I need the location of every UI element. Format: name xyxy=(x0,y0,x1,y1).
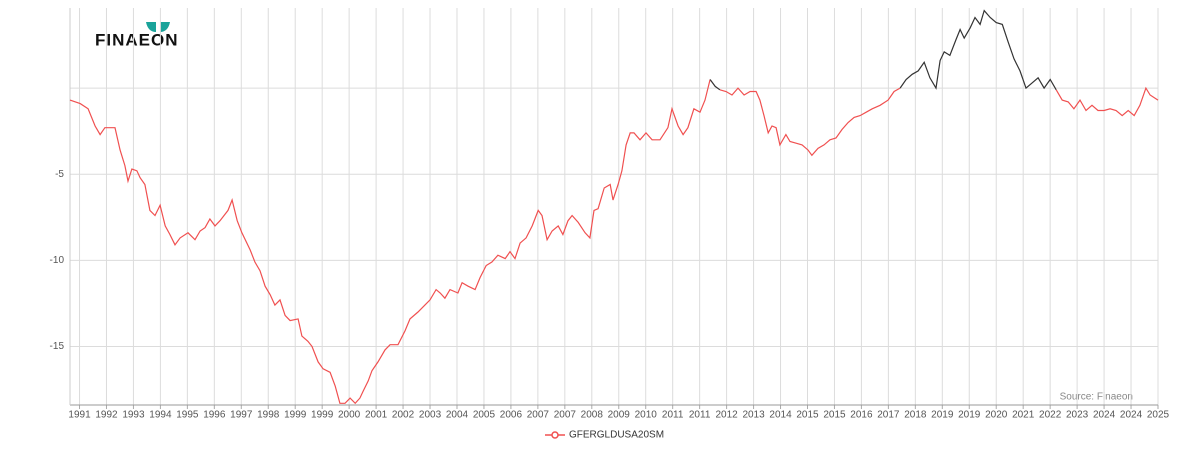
x-tick-label: 2009 xyxy=(608,410,631,421)
x-tick-label: 1992 xyxy=(95,410,118,421)
y-tick-label: -15 xyxy=(50,341,65,352)
y-tick-label: -5 xyxy=(55,169,64,180)
x-tick-label: 2018 xyxy=(904,410,927,421)
x-tick-label: 2022 xyxy=(1039,410,1062,421)
line-series xyxy=(709,79,721,91)
x-tick-label: 1995 xyxy=(176,410,199,421)
x-tick-label: 2011 xyxy=(662,410,684,421)
source: Source: Finaeon xyxy=(1060,392,1133,403)
legend-marker xyxy=(551,431,559,439)
logo-leaf xyxy=(146,22,156,32)
x-tick-label: 2010 xyxy=(635,410,658,421)
x-tick-label: 2024 xyxy=(1093,410,1116,421)
logo-leaf xyxy=(160,22,170,32)
x-tick-label: 1991 xyxy=(68,410,91,421)
x-tick-label: 1996 xyxy=(203,410,226,421)
x-tick-label: 2013 xyxy=(742,410,765,421)
x-tick-label: 2023 xyxy=(1066,410,1089,421)
x-tick-label: 2011 xyxy=(689,410,711,421)
x-tick-label: 2005 xyxy=(473,410,496,421)
x-tick-label: 2021 xyxy=(1012,410,1035,421)
x-tick-label: 2014 xyxy=(769,410,792,421)
x-tick-label: 2020 xyxy=(985,410,1008,421)
x-tick-label: 2000 xyxy=(338,410,361,421)
x-tick-label: 1994 xyxy=(149,410,172,421)
x-tick-label: 1999 xyxy=(284,410,307,421)
x-tick-label: 2025 xyxy=(1147,410,1170,421)
line-series xyxy=(899,9,1057,91)
x-tick-label: 1998 xyxy=(257,410,280,421)
x-tick-label: 2007 xyxy=(527,410,550,421)
x-tick-label: 2017 xyxy=(877,410,900,421)
x-tick-label: 1993 xyxy=(122,410,145,421)
x-tick-label: 2003 xyxy=(419,410,442,421)
line-series xyxy=(69,79,711,405)
logo-text: FINAEON xyxy=(95,30,179,49)
line-series xyxy=(1055,86,1159,117)
line-series xyxy=(719,87,901,157)
x-tick-label: 2006 xyxy=(500,410,523,421)
x-tick-label: 2004 xyxy=(446,410,469,421)
x-tick-label: 2012 xyxy=(715,410,738,421)
plot: -15 -10 -5 1991 1992 1993 1994 1995 1996 1997 1998… xyxy=(50,8,1170,441)
x-tick-label: 2002 xyxy=(392,410,415,421)
x-tick-label: 2015 xyxy=(823,410,846,421)
x-tick-label: 2008 xyxy=(581,410,604,421)
x-tick-label: 2001 xyxy=(365,410,388,421)
x-tick-label: 2019 xyxy=(931,410,954,421)
logo: FINAEON xyxy=(95,22,179,49)
x-tick-label: 2019 xyxy=(958,410,981,421)
x-tick-label: 2015 xyxy=(796,410,819,421)
x-tick-label: 1999 xyxy=(311,410,334,421)
y-tick-label: -10 xyxy=(50,255,65,266)
legend-label: GFERGLDUSA20SM xyxy=(569,430,664,441)
x-tick-label: 2016 xyxy=(850,410,873,421)
x-tick-label: 1997 xyxy=(230,410,253,421)
x-tick-label: 2007 xyxy=(554,410,577,421)
x-tick-label: 2024 xyxy=(1120,410,1143,421)
